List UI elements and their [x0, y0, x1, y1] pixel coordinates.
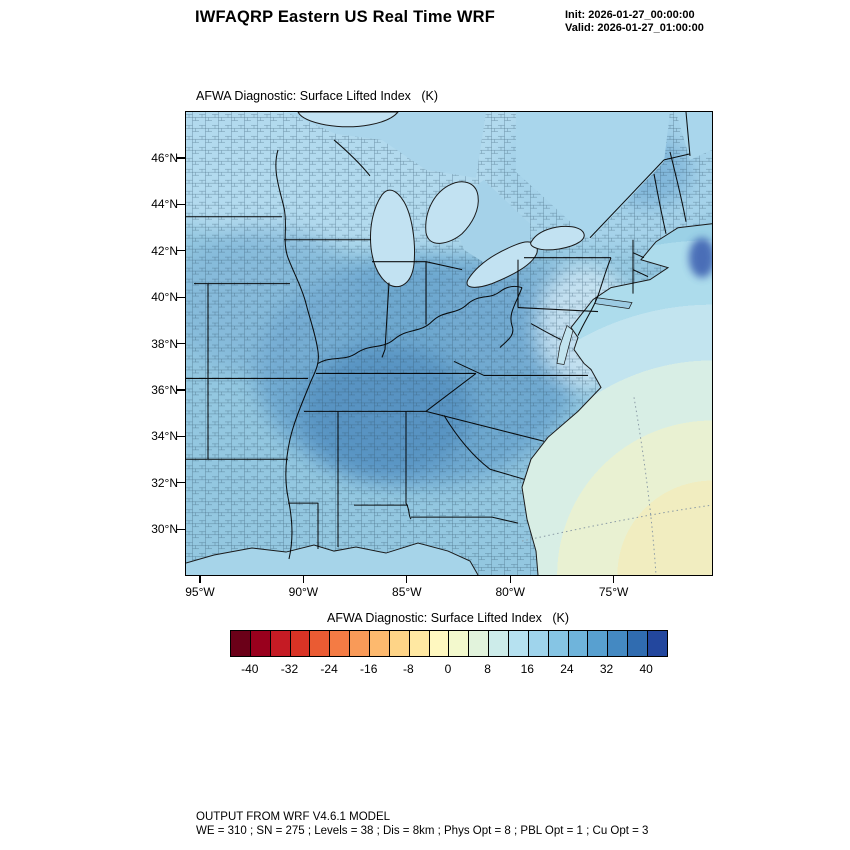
lake-michigan	[370, 189, 415, 288]
lon-tick-mark	[612, 576, 615, 583]
gulf-of-mexico	[186, 542, 479, 575]
colorbar-tick-label: -24	[320, 662, 338, 676]
lat-tick-label: 40°N	[151, 290, 178, 305]
colorbar-tick-label: -32	[280, 662, 299, 676]
chesapeake-bay	[556, 324, 574, 365]
colorbar-cell	[408, 631, 429, 656]
colorbar-tick-label: 0	[444, 662, 452, 676]
lat-tick-mark	[177, 157, 185, 159]
lat-tick-mark	[177, 528, 185, 530]
colorbar-cell	[508, 631, 528, 656]
colorbar-cell	[289, 631, 310, 656]
atlantic-coastline	[521, 223, 712, 575]
colorbar-cell	[231, 631, 250, 656]
colorbar-cell	[249, 631, 270, 656]
lon-tick-label: 90°W	[288, 585, 319, 599]
colorbar-cell	[329, 631, 350, 656]
colorbar-title: AFWA Diagnostic: Surface Lifted Index (K…	[327, 611, 569, 625]
lat-tick-label: 42°N	[151, 243, 178, 258]
colorbar-cell	[488, 631, 509, 656]
colorbar-tick-label: -40	[241, 662, 259, 676]
colorbar-cell	[627, 631, 648, 656]
lat-tick-label: 44°N	[151, 197, 178, 212]
colorbar-cell	[369, 631, 389, 656]
graticule-line	[633, 397, 657, 575]
colorbar-cell	[388, 631, 409, 656]
footer-line1: OUTPUT FROM WRF V4.6.1 MODEL	[196, 811, 391, 823]
colorbar-cell	[428, 631, 449, 656]
lon-tick-mark	[406, 576, 408, 583]
great-lakes	[297, 112, 585, 288]
lake-huron	[425, 181, 479, 244]
lon-tick-label: 80°W	[495, 585, 525, 599]
lat-tick-mark	[177, 342, 185, 345]
valid-time: Valid: 2026-01-27_01:00:00	[565, 22, 704, 34]
colorbar-tick-label: 32	[599, 662, 614, 676]
colorbar-cell	[349, 631, 370, 656]
nova-scotia-dark-patch	[689, 237, 712, 278]
atlantic-ocean	[521, 223, 712, 575]
lat-tick-mark	[177, 250, 185, 252]
colorbar-cell	[269, 631, 290, 656]
colorbar-tick-label: -8	[403, 662, 414, 676]
lat-tick-mark	[177, 435, 185, 438]
init-time: Init: 2026-01-27_00:00:00	[565, 9, 695, 21]
map-title: AFWA Diagnostic: Surface Lifted Index (K…	[196, 89, 438, 103]
lat-tick-mark	[177, 389, 185, 391]
lat-tick-label: 32°N	[151, 475, 178, 490]
footer: OUTPUT FROM WRF V4.6.1 MODEL WE = 310 ; …	[196, 811, 648, 838]
lake-superior	[297, 112, 399, 128]
colorbar-cell	[587, 631, 608, 656]
page-title: IWFAQRP Eastern US Real Time WRF	[194, 8, 496, 26]
colorbar-cells	[231, 631, 667, 656]
colorbar-cell	[647, 631, 667, 656]
colorbar-tick-label: 24	[560, 662, 574, 676]
lon-tick-label: 85°W	[392, 585, 422, 599]
lon-tick-label: 75°W	[598, 585, 629, 599]
colorbar-cell	[607, 631, 628, 656]
lat-tick-mark	[177, 203, 185, 206]
lat-tick-label: 38°N	[151, 336, 178, 351]
lat-tick-label: 34°N	[151, 429, 178, 444]
map-frame	[185, 111, 713, 576]
colorbar-cell	[547, 631, 568, 656]
lake-erie	[466, 241, 538, 288]
lat-tick-label: 46°N	[151, 151, 178, 165]
colorbar-cell	[309, 631, 330, 656]
lon-tick-mark	[509, 576, 511, 583]
graticule-line	[521, 504, 712, 542]
colorbar-tick-label: 16	[520, 662, 534, 676]
lon-tick-mark	[199, 576, 201, 583]
lat-tick-label: 36°N	[151, 383, 178, 397]
lat-tick-mark	[177, 482, 185, 484]
lake-ontario	[530, 225, 585, 251]
state-boundaries	[186, 112, 691, 560]
colorbar-cell	[448, 631, 469, 656]
colorbar-tick-label: -16	[360, 662, 378, 676]
lon-tick-label: 95°W	[185, 585, 215, 599]
colorbar-tick-label: 8	[484, 662, 491, 676]
colorbar	[230, 630, 668, 657]
colorbar-cell	[567, 631, 588, 656]
colorbar-cell	[468, 631, 489, 656]
gulf-coastline	[186, 542, 479, 575]
lat-tick-mark	[177, 296, 185, 298]
colorbar-tick-label: 40	[639, 662, 653, 676]
lon-tick-mark	[302, 576, 305, 583]
init-valid-block: Init: 2026-01-27_00:00:00 Valid: 2026-01…	[565, 9, 704, 35]
footer-line2: WE = 310 ; SN = 275 ; Levels = 38 ; Dis …	[196, 824, 649, 837]
map-canvas	[186, 112, 712, 575]
colorbar-cell	[527, 631, 548, 656]
lat-tick-label: 30°N	[151, 522, 178, 537]
